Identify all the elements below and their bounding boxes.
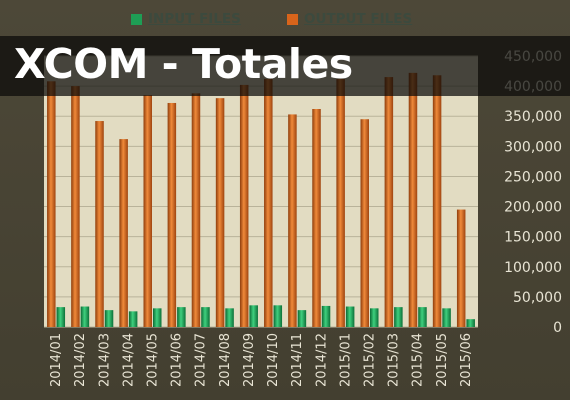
bar-input-files bbox=[128, 311, 138, 327]
x-tick-label: 2015/06 bbox=[459, 333, 474, 387]
x-tick-label: 2014/04 bbox=[121, 333, 136, 387]
bar-output-files bbox=[143, 95, 152, 328]
bar-output-files bbox=[71, 86, 80, 327]
x-tick-label: 2014/11 bbox=[290, 333, 305, 387]
x-tick-label: 2014/01 bbox=[49, 333, 64, 387]
legend-swatch-input bbox=[131, 13, 142, 25]
x-tick-label: 2014/05 bbox=[146, 333, 161, 387]
bar-input-files bbox=[177, 307, 186, 327]
bar-input-files bbox=[80, 306, 90, 327]
bar-input-files bbox=[394, 307, 403, 327]
bar-output-files bbox=[239, 84, 249, 327]
y-tick-label: 300,000 bbox=[504, 139, 562, 155]
y-tick-label: 350,000 bbox=[504, 109, 562, 125]
x-tick-label: 2014/07 bbox=[194, 333, 209, 387]
bar-output-files bbox=[336, 78, 345, 327]
page-title: XCOM - Totales bbox=[14, 40, 353, 88]
legend-item-input-files: INPUT FILES bbox=[131, 11, 241, 27]
y-tick-label: 50,000 bbox=[513, 290, 562, 306]
bar-output-files bbox=[191, 93, 201, 328]
bar-input-files bbox=[418, 307, 427, 327]
bar-input-files bbox=[104, 310, 114, 327]
bar-input-files bbox=[153, 308, 162, 327]
x-tick-label: 2014/12 bbox=[314, 333, 329, 387]
plot-area bbox=[44, 56, 478, 327]
y-tick-label: 100,000 bbox=[504, 260, 562, 276]
legend-swatch-output bbox=[287, 13, 298, 25]
bar-input-files bbox=[466, 319, 475, 327]
x-tick-label: 2015/03 bbox=[387, 333, 402, 387]
legend-label-output: OUTPUT FILES bbox=[304, 11, 413, 27]
bar-output-files bbox=[288, 114, 297, 327]
legend-label-input: INPUT FILES bbox=[148, 11, 241, 27]
bar-input-files bbox=[370, 308, 379, 327]
bar-output-files bbox=[167, 102, 177, 328]
legend-item-output-files: OUTPUT FILES bbox=[287, 11, 412, 27]
x-tick-label: 2014/10 bbox=[266, 333, 281, 387]
bar-input-files bbox=[442, 308, 451, 327]
bar-input-files bbox=[297, 310, 307, 327]
bar-output-files bbox=[215, 98, 225, 328]
bar-output-files bbox=[456, 209, 466, 327]
y-tick-label: 200,000 bbox=[504, 200, 562, 216]
y-tick-label: 250,000 bbox=[504, 169, 562, 185]
bar-output-files bbox=[432, 75, 442, 327]
bar-output-files bbox=[264, 78, 273, 327]
bar-output-files bbox=[47, 81, 56, 327]
bar-input-files bbox=[273, 305, 283, 327]
x-tick-label: 2015/05 bbox=[435, 333, 450, 387]
x-tick-label: 2015/04 bbox=[411, 333, 426, 387]
bar-input-files bbox=[225, 308, 234, 327]
x-tick-label: 2015/01 bbox=[338, 333, 353, 387]
x-tick-label: 2014/03 bbox=[97, 333, 112, 387]
bar-input-files bbox=[56, 307, 66, 327]
title-banner bbox=[0, 36, 570, 96]
x-tick-label: 2014/02 bbox=[73, 333, 88, 387]
x-tick-label: 2014/06 bbox=[170, 333, 185, 387]
bar-output-files bbox=[95, 121, 104, 327]
x-tick-label: 2015/02 bbox=[363, 333, 378, 387]
bar-input-files bbox=[249, 305, 258, 327]
bar-input-files bbox=[345, 306, 355, 327]
x-tick-label: 2014/09 bbox=[242, 333, 257, 387]
y-tick-label: 0 bbox=[553, 320, 562, 336]
bar-input-files bbox=[321, 305, 331, 327]
bar-input-files bbox=[201, 307, 210, 327]
bar-output-files bbox=[384, 77, 394, 327]
y-tick-label: 150,000 bbox=[504, 230, 562, 246]
bar-output-files bbox=[408, 72, 418, 328]
x-tick-label: 2014/08 bbox=[218, 333, 233, 387]
bar-output-files bbox=[360, 119, 369, 327]
bar-output-files bbox=[119, 139, 128, 327]
bar-output-files bbox=[312, 108, 321, 328]
